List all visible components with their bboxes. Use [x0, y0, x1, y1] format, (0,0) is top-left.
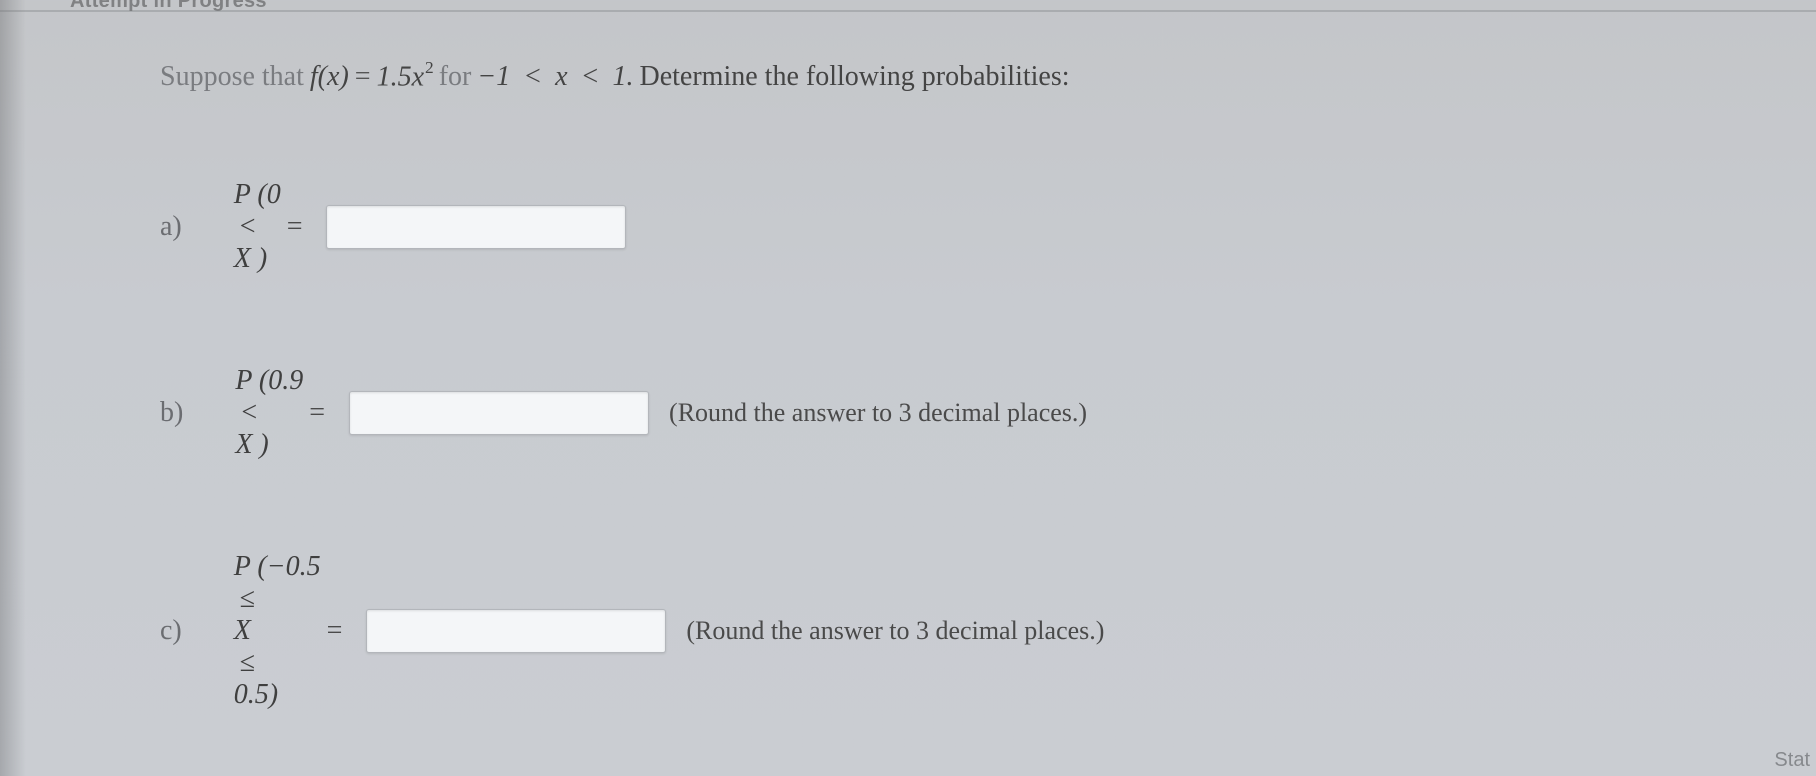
paren-open: ( — [318, 61, 327, 92]
item-a-expr: P (0 < X ) — [192, 147, 281, 307]
item-b-label: b) — [160, 397, 183, 429]
item-b: b) P (0.9 < X ) = (Round the answer to 3… — [160, 333, 1776, 493]
prompt-domain: −1 < x < 1. — [477, 61, 633, 93]
prompt-tail: Determine the following probabilities: — [640, 61, 1070, 93]
prompt-func-f: f — [310, 61, 318, 92]
hint-b: (Round the answer to 3 decimal places.) — [669, 398, 1087, 428]
input-c[interactable] — [366, 609, 666, 653]
item-d: d) P (X < − 2) = — [160, 769, 1776, 776]
b-pre: P (0.9 — [235, 365, 303, 396]
a-pre: P (0 — [234, 179, 281, 210]
hint-c: (Round the answer to 3 decimal places.) — [686, 616, 1104, 646]
a-post: X ) — [234, 243, 267, 274]
item-a-label: a) — [160, 211, 182, 243]
c-mid: X — [234, 615, 251, 646]
item-c-label: c) — [160, 615, 182, 647]
prompt-lead: Suppose that — [160, 61, 304, 93]
b-lt: < — [241, 397, 257, 428]
input-b[interactable] — [349, 391, 649, 435]
b-eq: = — [309, 397, 325, 429]
c-post: 0.5) — [234, 679, 278, 710]
c-le2: ≤ — [240, 647, 255, 678]
c-le1: ≤ — [240, 583, 255, 614]
equals-sign: = — [355, 61, 371, 93]
c-eq: = — [327, 615, 343, 647]
b-post: X ) — [235, 429, 268, 460]
paren-close: ) — [339, 61, 348, 92]
question-prompt: Suppose that f(x) = 1.5x2 for −1 < x < 1… — [160, 60, 1776, 93]
prompt-for: for — [439, 61, 472, 93]
item-c-expr: P (−0.5 ≤ X ≤ 0.5) — [192, 519, 321, 743]
lt-1: < — [523, 61, 542, 92]
corner-fragment: Stat — [1774, 749, 1810, 772]
domain-var: x — [555, 61, 567, 92]
question-content: Suppose that f(x) = 1.5x2 for −1 < x < 1… — [160, 60, 1776, 756]
prompt-func-var: x — [327, 61, 339, 92]
prompt-rhs: 1.5x2 — [377, 60, 433, 93]
domain-right: 1. — [613, 61, 634, 92]
domain-left: −1 — [477, 61, 510, 92]
a-eq: = — [287, 211, 303, 243]
prompt-var: x — [412, 61, 424, 92]
left-vignette — [0, 0, 26, 776]
c-pre: P (−0.5 — [234, 551, 321, 582]
lt-2: < — [581, 61, 600, 92]
input-a[interactable] — [326, 205, 626, 249]
prompt-func: f(x) — [310, 61, 349, 93]
header-divider — [0, 10, 1816, 12]
item-c: c) P (−0.5 ≤ X ≤ 0.5) = (Round the answe… — [160, 519, 1776, 743]
item-a: a) P (0 < X ) = — [160, 147, 1776, 307]
a-lt: < — [240, 211, 256, 242]
item-d-expr: P (X < − 2) — [193, 769, 285, 776]
prompt-exponent: 2 — [425, 58, 434, 77]
prompt-coeff: 1.5 — [377, 61, 412, 92]
item-b-expr: P (0.9 < X ) — [193, 333, 303, 493]
